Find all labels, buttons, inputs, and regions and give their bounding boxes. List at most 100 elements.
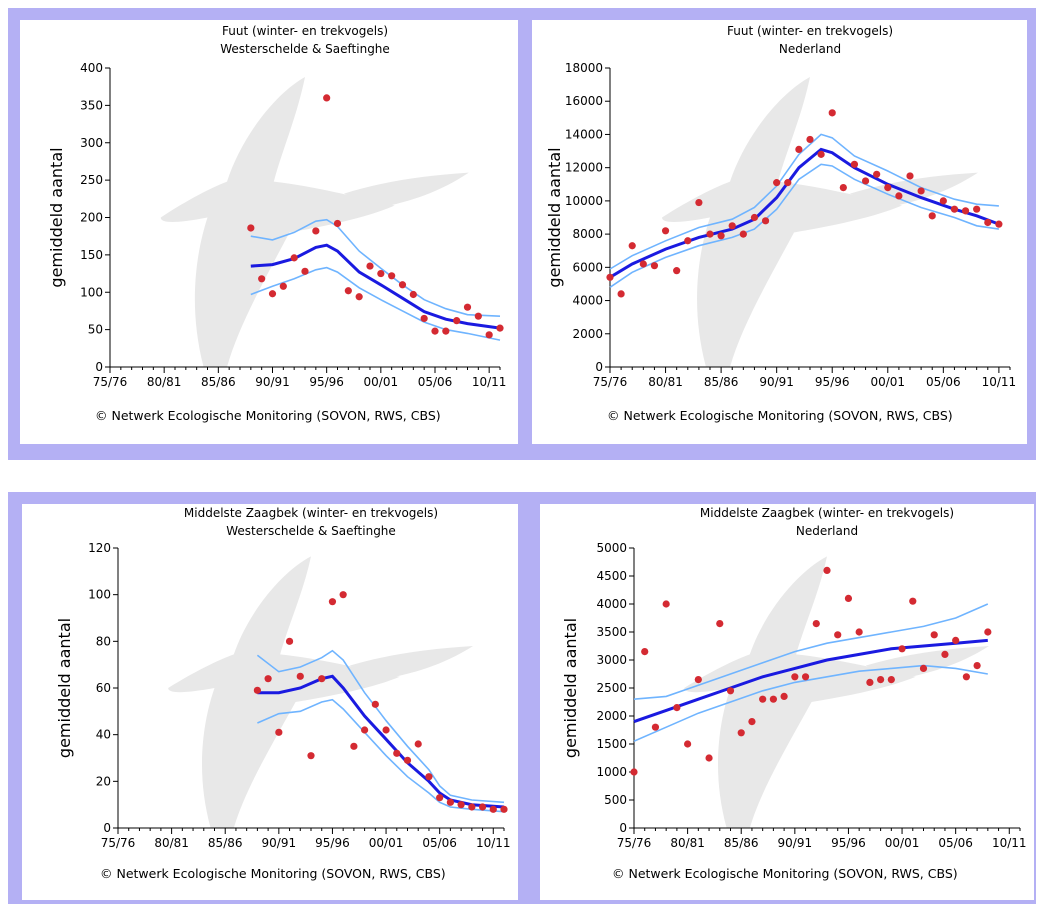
data-point [834, 631, 842, 639]
data-point [973, 205, 981, 213]
chart-title: Fuut (winter- en trekvogels) [727, 24, 893, 38]
y-tick-label: 100 [88, 588, 111, 602]
data-point [726, 687, 735, 695]
chart-svg: Middelste Zaagbek (winter- en trekvogels… [561, 506, 1027, 881]
data-point [694, 676, 702, 684]
data-point [661, 227, 670, 235]
data-point [909, 597, 917, 605]
y-tick-label: 4000 [572, 294, 603, 308]
chart-panel-zaagbek-westerschelde: Middelste Zaagbek (winter- en trekvogels… [22, 504, 518, 900]
x-tick-label: 00/01 [870, 375, 905, 389]
x-tick-label: 80/81 [154, 836, 189, 850]
y-tick-label: 2000 [572, 327, 603, 341]
series-upper-bound [250, 218, 501, 317]
data-point [478, 803, 487, 811]
y-tick-label: 8000 [572, 227, 603, 241]
data-point [630, 768, 638, 776]
data-point [773, 179, 781, 187]
data-point [961, 207, 970, 215]
y-tick-label: 20 [96, 774, 111, 788]
chart-panel-zaagbek-nederland: Middelste Zaagbek (winter- en trekvogels… [540, 504, 1034, 900]
chart-panel-fuut-westerschelde: Fuut (winter- en trekvogels) Westerscheld… [20, 20, 518, 444]
data-point [639, 260, 647, 268]
y-tick-label: 100 [80, 285, 103, 299]
x-tick-label: 10/11 [476, 836, 511, 850]
data-point [817, 150, 825, 158]
chart-title: Middelste Zaagbek (winter- en trekvogels… [700, 506, 954, 520]
data-point [361, 726, 369, 734]
x-tick-label: 90/91 [759, 375, 794, 389]
x-tick-label: 90/91 [262, 836, 297, 850]
y-tick-label: 0 [619, 821, 627, 835]
y-tick-label: 200 [80, 211, 103, 225]
data-point [784, 179, 792, 187]
data-point [650, 262, 659, 270]
data-point [446, 798, 454, 806]
x-tick-label: 75/76 [617, 836, 652, 850]
credit-text: © Netwerk Ecologische Monitoring (SOVON,… [607, 408, 953, 423]
data-point [806, 135, 814, 144]
x-tick-label: 05/06 [926, 375, 961, 389]
y-tick-label: 250 [80, 173, 103, 187]
data-point [887, 676, 895, 684]
data-point [285, 637, 294, 645]
y-tick-label: 1000 [596, 765, 627, 779]
data-point [684, 740, 692, 748]
data-point [453, 317, 461, 325]
chart-subtitle: Nederland [779, 42, 841, 56]
data-point [253, 686, 261, 694]
data-point [403, 756, 412, 764]
series-trend-line [250, 243, 501, 330]
data-point [950, 205, 959, 213]
series-lower-bound [609, 163, 1000, 288]
data-point [425, 773, 433, 781]
data-point [457, 801, 465, 809]
data-point [474, 312, 482, 320]
data-point [641, 648, 649, 656]
series-upper-bound [633, 603, 989, 700]
data-point [728, 222, 736, 230]
x-tick-label: 90/91 [778, 836, 813, 850]
y-tick-label: 0 [95, 360, 103, 374]
series-trend-line [609, 147, 1000, 279]
data-point [917, 187, 925, 195]
series-lower-bound [257, 698, 505, 813]
data-point [973, 662, 981, 670]
credit-text: © Netwerk Ecologische Monitoring (SOVON,… [612, 866, 958, 881]
data-point [812, 620, 820, 628]
y-tick-label: 350 [80, 98, 103, 112]
data-point [264, 675, 272, 683]
data-point [791, 673, 799, 681]
data-point [301, 267, 309, 275]
data-point [952, 636, 960, 644]
y-tick-label: 18000 [565, 61, 603, 75]
data-point [984, 628, 992, 636]
series-trend-line [633, 638, 988, 724]
data-point [436, 794, 444, 802]
data-point [761, 217, 770, 225]
y-tick-label: 2500 [596, 681, 627, 695]
y-tick-label: 10000 [565, 194, 603, 208]
x-tick-label: 85/86 [201, 375, 236, 389]
y-tick-label: 2000 [596, 709, 627, 723]
y-tick-label: 150 [80, 248, 103, 262]
data-point [850, 160, 859, 168]
data-point [398, 281, 407, 289]
x-tick-label: 05/06 [938, 836, 973, 850]
data-point [877, 676, 885, 684]
y-axis-label: gemiddeld aantal [55, 618, 74, 758]
y-tick-label: 4500 [596, 569, 627, 583]
x-tick-label: 00/01 [885, 836, 920, 850]
data-point [673, 267, 681, 275]
data-point [312, 227, 320, 235]
bird-tail-shape [344, 172, 469, 209]
data-point [393, 749, 401, 757]
y-tick-label: 80 [96, 634, 111, 648]
chart-panel-fuut-nederland: Fuut (winter- en trekvogels) Nederland 0 20… [532, 20, 1027, 444]
x-tick-label: 10/11 [992, 836, 1027, 850]
x-tick-label: 75/76 [93, 375, 128, 389]
data-point [617, 290, 625, 298]
data-point [984, 218, 992, 227]
series-lower-bound [250, 266, 501, 341]
x-tick-label: 75/76 [593, 375, 628, 389]
